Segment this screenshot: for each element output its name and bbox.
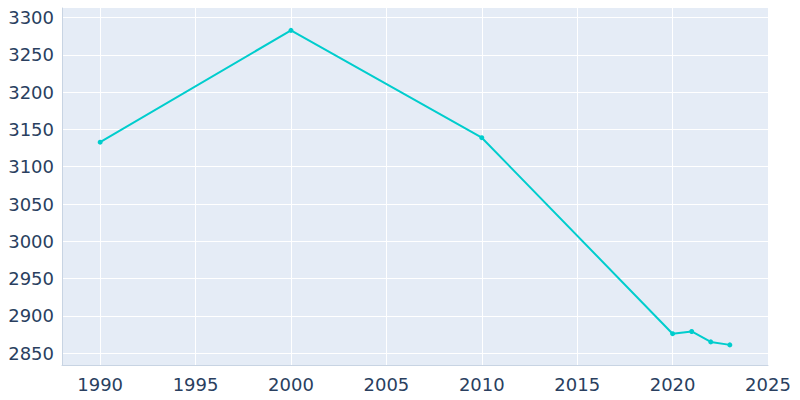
svg-text:1995: 1995 bbox=[173, 374, 219, 395]
svg-text:3200: 3200 bbox=[8, 82, 54, 103]
svg-text:1990: 1990 bbox=[77, 374, 123, 395]
svg-text:2850: 2850 bbox=[8, 343, 54, 364]
svg-text:2010: 2010 bbox=[459, 374, 505, 395]
svg-text:3000: 3000 bbox=[8, 231, 54, 252]
svg-text:2015: 2015 bbox=[554, 374, 600, 395]
svg-text:2950: 2950 bbox=[8, 268, 54, 289]
svg-text:2005: 2005 bbox=[363, 374, 409, 395]
svg-text:3300: 3300 bbox=[8, 7, 54, 28]
svg-text:3250: 3250 bbox=[8, 44, 54, 65]
svg-text:3100: 3100 bbox=[8, 156, 54, 177]
svg-text:2025: 2025 bbox=[745, 374, 791, 395]
svg-text:3050: 3050 bbox=[8, 194, 54, 215]
svg-text:2020: 2020 bbox=[650, 374, 696, 395]
svg-text:3150: 3150 bbox=[8, 119, 54, 140]
svg-text:2900: 2900 bbox=[8, 305, 54, 326]
svg-text:2000: 2000 bbox=[268, 374, 314, 395]
